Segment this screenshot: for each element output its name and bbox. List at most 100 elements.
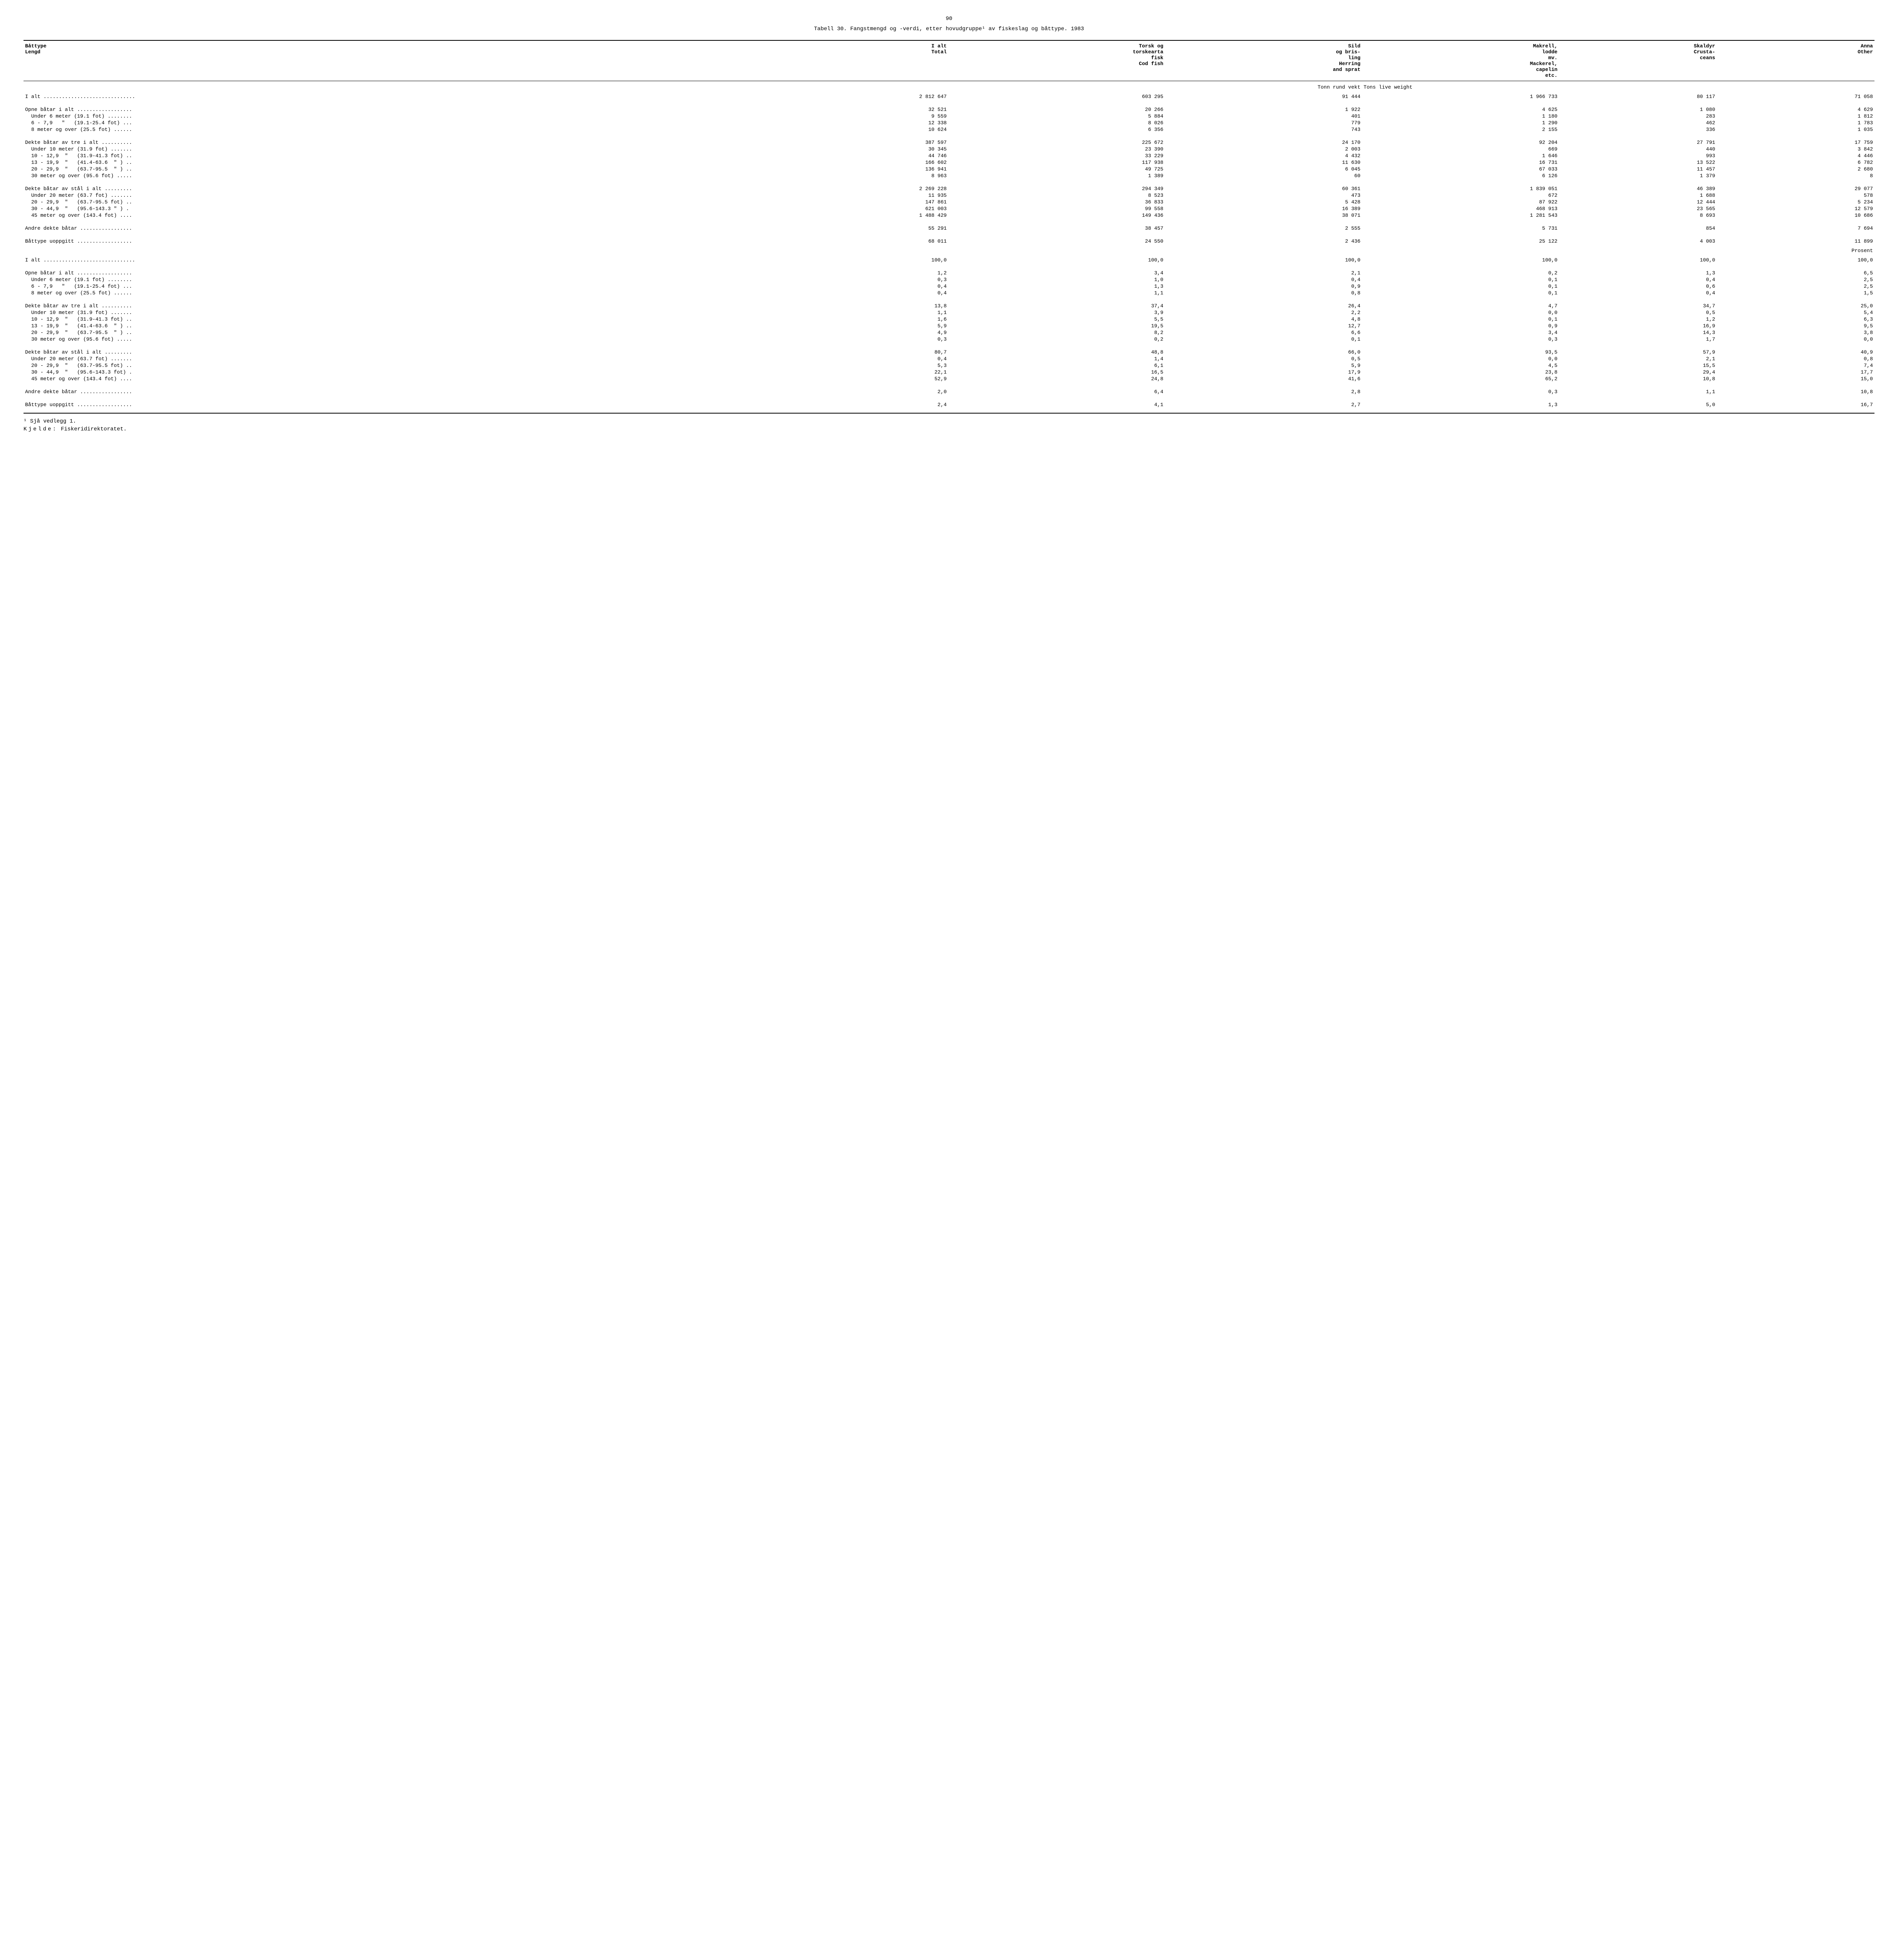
cell-value: 6,6 [1165, 329, 1362, 336]
cell-value: 473 [1165, 192, 1362, 199]
cell-value: 1 646 [1362, 152, 1559, 159]
cell-value: 147 861 [751, 199, 948, 205]
table-row [24, 219, 1874, 225]
table-row: Dekte båtar av stål i alt .........80,74… [24, 349, 1874, 356]
cell-value: 19,5 [948, 323, 1165, 329]
cell-value: 4,9 [751, 329, 948, 336]
table-row: Under 10 meter (31.9 fot) .......1,13,92… [24, 309, 1874, 316]
col-total: I alt Total [751, 40, 948, 81]
cell-value: 0,1 [1165, 336, 1362, 343]
row-label: 6 - 7,9 " (19.1-25.4 fot) ... [24, 283, 751, 290]
cell-value: 23 390 [948, 146, 1165, 152]
table-row: Opne båtar i alt ..................32 52… [24, 106, 1874, 113]
cell-value: 12 579 [1717, 205, 1874, 212]
cell-value: 7 694 [1717, 225, 1874, 232]
cell-value: 24 550 [948, 238, 1165, 245]
cell-value: 1,6 [751, 316, 948, 323]
table-row: I alt ..............................100,… [24, 257, 1874, 263]
table-row: 20 - 29,9 " (63.7-95.5 fot) ..5,36,15,94… [24, 362, 1874, 369]
cell-value: 10,8 [1717, 388, 1874, 395]
cell-value: 1 922 [1165, 106, 1362, 113]
cell-value: 1,0 [948, 276, 1165, 283]
col-cod: Torsk og torskearta fisk Cod fish [948, 40, 1165, 81]
cell-value: 6 356 [948, 126, 1165, 133]
cell-value: 6 126 [1362, 172, 1559, 179]
cell-value: 5,3 [751, 362, 948, 369]
cell-value: 11 935 [751, 192, 948, 199]
cell-value: 3,4 [948, 270, 1165, 276]
cell-value: 11 457 [1559, 166, 1717, 172]
table-row: 20 - 29,9 " (63.7-95.5 fot) ..147 86136 … [24, 199, 1874, 205]
cell-value: 6,4 [948, 388, 1165, 395]
cell-value: 0,3 [1362, 388, 1559, 395]
cell-value: 100,0 [948, 257, 1165, 263]
cell-value: 1 180 [1362, 113, 1559, 120]
cell-value: 4 003 [1559, 238, 1717, 245]
cell-value: 5,5 [948, 316, 1165, 323]
cell-value: 27 791 [1559, 139, 1717, 146]
table-row [24, 179, 1874, 185]
table-row [24, 395, 1874, 401]
row-label: 30 - 44,9 " (95.6-143.3 " ) . [24, 205, 751, 212]
cell-value: 4 629 [1717, 106, 1874, 113]
cell-value: 0,4 [1559, 290, 1717, 296]
cell-value: 2,1 [1559, 356, 1717, 362]
percent-label: Prosent [1717, 245, 1874, 257]
cell-value: 0,4 [751, 290, 948, 296]
cell-value: 993 [1559, 152, 1717, 159]
cell-value: 2 155 [1362, 126, 1559, 133]
cell-value: 12 338 [751, 120, 948, 126]
cell-value: 0,9 [1165, 283, 1362, 290]
cell-value: 0,1 [1362, 276, 1559, 283]
cell-value: 91 444 [1165, 93, 1362, 100]
cell-value: 29,4 [1559, 369, 1717, 376]
table-row: 8 meter og over (25.5 fot) ......10 6246… [24, 126, 1874, 133]
table-row: 30 meter og over (95.6 fot) .....8 9631 … [24, 172, 1874, 179]
cell-value: 669 [1362, 146, 1559, 152]
table-row: 20 - 29,9 " (63.7-95.5 " ) ..136 94149 7… [24, 166, 1874, 172]
cell-value: 71 058 [1717, 93, 1874, 100]
cell-value: 100,0 [1362, 257, 1559, 263]
cell-value: 2,0 [751, 388, 948, 395]
cell-value: 4 625 [1362, 106, 1559, 113]
row-label: 30 - 44,9 " (95.6-143.3 fot) . [24, 369, 751, 376]
cell-value: 0,3 [751, 276, 948, 283]
cell-value: 11 630 [1165, 159, 1362, 166]
table-row: Opne båtar i alt ..................1,23,… [24, 270, 1874, 276]
cell-value: 4,8 [1165, 316, 1362, 323]
cell-value: 6,5 [1717, 270, 1874, 276]
table-row: 10 - 12,9 " (31.9-41.3 fot) ..44 74633 2… [24, 152, 1874, 159]
cell-value: 0,4 [751, 356, 948, 362]
cell-value: 8,2 [948, 329, 1165, 336]
table-row: Under 10 meter (31.9 fot) .......30 3452… [24, 146, 1874, 152]
row-label: 30 meter og over (95.6 fot) ..... [24, 172, 751, 179]
table-title: Tabell 30. Fangstmengd og -verdi, etter … [24, 26, 1874, 32]
cell-value: 32 521 [751, 106, 948, 113]
cell-value: 1,5 [1717, 290, 1874, 296]
row-label: Båttype uoppgitt .................. [24, 238, 751, 245]
row-label: Andre dekte båtar ................. [24, 388, 751, 395]
cell-value: 0,0 [1362, 356, 1559, 362]
cell-value: 100,0 [1165, 257, 1362, 263]
cell-value: 5 234 [1717, 199, 1874, 205]
table-row: Under 6 meter (19.1 fot) ........9 5595 … [24, 113, 1874, 120]
cell-value: 14,3 [1559, 329, 1717, 336]
cell-value: 3,9 [948, 309, 1165, 316]
page-number: 90 [24, 16, 1874, 22]
cell-value: 0,1 [1362, 290, 1559, 296]
table-row: 10 - 12,9 " (31.9-41.3 fot) ..1,65,54,80… [24, 316, 1874, 323]
table-row: 45 meter og over (143.4 fot) ....1 488 4… [24, 212, 1874, 219]
table-row: 6 - 7,9 " (19.1-25.4 fot) ...0,41,30,90,… [24, 283, 1874, 290]
row-label: Under 10 meter (31.9 fot) ....... [24, 309, 751, 316]
cell-value: 8 693 [1559, 212, 1717, 219]
cell-value: 10 686 [1717, 212, 1874, 219]
cell-value: 6 782 [1717, 159, 1874, 166]
cell-value: 12,7 [1165, 323, 1362, 329]
row-label: 8 meter og over (25.5 fot) ...... [24, 126, 751, 133]
cell-value: 6,3 [1717, 316, 1874, 323]
cell-value: 22,1 [751, 369, 948, 376]
cell-value: 440 [1559, 146, 1717, 152]
cell-value: 1,3 [1559, 270, 1717, 276]
table-row: Under 20 meter (63.7 fot) .......0,41,40… [24, 356, 1874, 362]
cell-value: 10 624 [751, 126, 948, 133]
